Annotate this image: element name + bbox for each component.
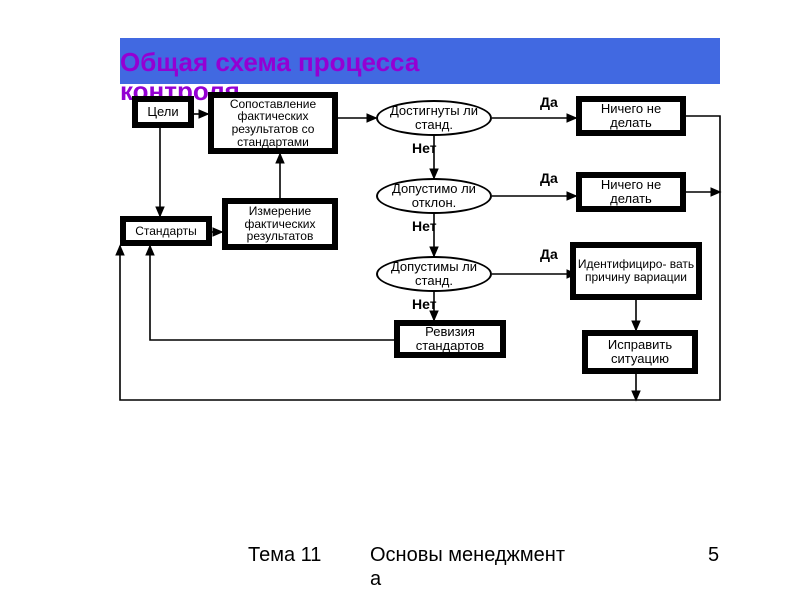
- decision-standards-ok: Допустимы ли станд.: [376, 256, 492, 292]
- node-nothing-2-label: Ничего не делать: [582, 178, 680, 205]
- node-fix: Исправить ситуацию: [582, 330, 698, 374]
- label-no-3: Нет: [412, 296, 437, 312]
- footer-topic: Тема 11: [248, 544, 321, 567]
- node-compare-label: Сопоставление фактических результатов со…: [214, 98, 332, 148]
- label-yes-2: Да: [540, 170, 558, 186]
- node-revise-label: Ревизия стандартов: [400, 325, 500, 352]
- node-standards-label: Стандарты: [135, 225, 197, 238]
- decision-3-label: Допустимы ли станд.: [378, 260, 490, 287]
- decision-standards-met: Достигнуты ли станд.: [376, 100, 492, 136]
- node-measure-label: Измерение фактических результатов: [228, 205, 332, 243]
- label-no-2: Нет: [412, 218, 437, 234]
- node-compare: Сопоставление фактических результатов со…: [208, 92, 338, 154]
- label-no-1: Нет: [412, 140, 437, 156]
- decision-deviation-ok: Допустимо ли отклон.: [376, 178, 492, 214]
- node-nothing-1: Ничего не делать: [576, 96, 686, 136]
- node-fix-label: Исправить ситуацию: [588, 338, 692, 365]
- decision-2-label: Допустимо ли отклон.: [378, 182, 490, 209]
- node-nothing-1-label: Ничего не делать: [582, 102, 680, 129]
- node-standards: Стандарты: [120, 216, 212, 246]
- node-measure: Измерение фактических результатов: [222, 198, 338, 250]
- node-identify-label: Идентифициро- вать причину вариации: [576, 258, 696, 283]
- label-yes-3: Да: [540, 246, 558, 262]
- decision-1-label: Достигнуты ли станд.: [378, 104, 490, 131]
- node-revise: Ревизия стандартов: [394, 320, 506, 358]
- footer-page: 5: [708, 544, 719, 567]
- node-goals: Цели: [132, 96, 194, 128]
- footer-course: Основы менеджмент: [370, 544, 565, 567]
- label-yes-1: Да: [540, 94, 558, 110]
- footer-course-2: а: [370, 568, 381, 591]
- node-goals-label: Цели: [147, 105, 178, 119]
- node-nothing-2: Ничего не делать: [576, 172, 686, 212]
- node-identify: Идентифициро- вать причину вариации: [570, 242, 702, 300]
